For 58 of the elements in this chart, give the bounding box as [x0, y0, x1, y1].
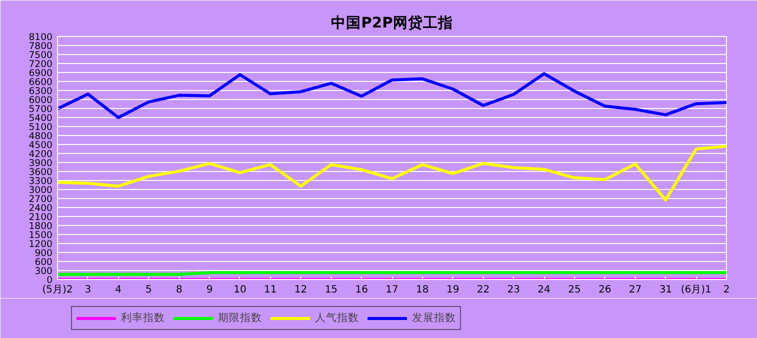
y-tick-label: 8100	[28, 32, 53, 43]
line-series	[58, 72, 726, 119]
x-tick-label: 18	[416, 284, 429, 296]
y-tick-label: 3600	[28, 167, 53, 178]
x-tick-label: 25	[568, 284, 581, 296]
x-tick-label: 11	[264, 284, 277, 296]
chart-title: 中国P2P网贷工指	[331, 14, 453, 32]
x-tick-label: 9	[206, 284, 213, 296]
x-tick-label: 12	[294, 284, 308, 296]
y-tick-label: 4500	[28, 140, 53, 151]
y-tick-label: 7800	[28, 41, 53, 52]
legend-label: 期限指数	[218, 311, 262, 325]
y-tick-label: 3000	[28, 185, 53, 196]
legend-label: 利率指数	[121, 311, 165, 325]
x-tick-label: 5	[146, 284, 152, 296]
line-series	[58, 144, 726, 202]
y-tick-label: 7500	[28, 50, 53, 61]
x-tick-label: 16	[355, 284, 368, 296]
x-tick-label: (6月)1	[680, 284, 712, 296]
y-tick-label: 0	[46, 275, 53, 286]
x-tick-label: 26	[598, 284, 612, 296]
y-tick-label: 6000	[28, 95, 53, 106]
x-tick-label: (5月)2	[42, 284, 73, 296]
x-tick-label: 4	[115, 284, 122, 296]
y-tick-label: 1500	[28, 230, 53, 241]
y-tick-label: 1200	[28, 239, 53, 250]
x-tick-label: 22	[476, 284, 490, 296]
x-tick-label: 8	[176, 284, 182, 296]
y-tick-label: 4800	[28, 131, 53, 142]
x-tick-label: 19	[446, 284, 460, 296]
y-tick-label: 7200	[28, 59, 53, 70]
x-tick-label: 17	[386, 284, 398, 296]
y-tick-label: 4200	[28, 149, 53, 160]
x-tick-label: 27	[628, 284, 642, 296]
y-tick-label: 3900	[28, 158, 53, 169]
x-tick-label: 10	[234, 284, 246, 296]
y-tick-label: 1800	[28, 221, 53, 232]
y-tick-label: 2400	[28, 203, 53, 214]
x-tick-label: 15	[324, 284, 338, 296]
y-tick-label: 900	[34, 248, 53, 259]
x-tick-label: 23	[507, 284, 520, 296]
y-tick-label: 5100	[28, 122, 53, 133]
y-tick-label: 6300	[28, 86, 53, 97]
y-tick-label: 5700	[28, 104, 53, 115]
y-tick-label: 6900	[28, 68, 53, 79]
y-tick-label: 300	[34, 266, 53, 277]
y-tick-label: 5400	[28, 113, 53, 124]
y-tick-label: 2100	[28, 212, 53, 223]
x-tick-label: 3	[84, 284, 92, 296]
y-tick-label: 2700	[28, 194, 53, 205]
legend-label: 发展指数	[412, 311, 456, 325]
y-tick-label: 6600	[28, 77, 53, 88]
x-tick-label: 31	[659, 284, 672, 296]
y-tick-label: 3300	[28, 176, 53, 187]
x-tick-label: 2	[723, 284, 730, 296]
legend-label: 人气指数	[315, 311, 359, 325]
x-tick-label: 24	[538, 284, 550, 296]
y-tick-label: 600	[34, 257, 53, 268]
